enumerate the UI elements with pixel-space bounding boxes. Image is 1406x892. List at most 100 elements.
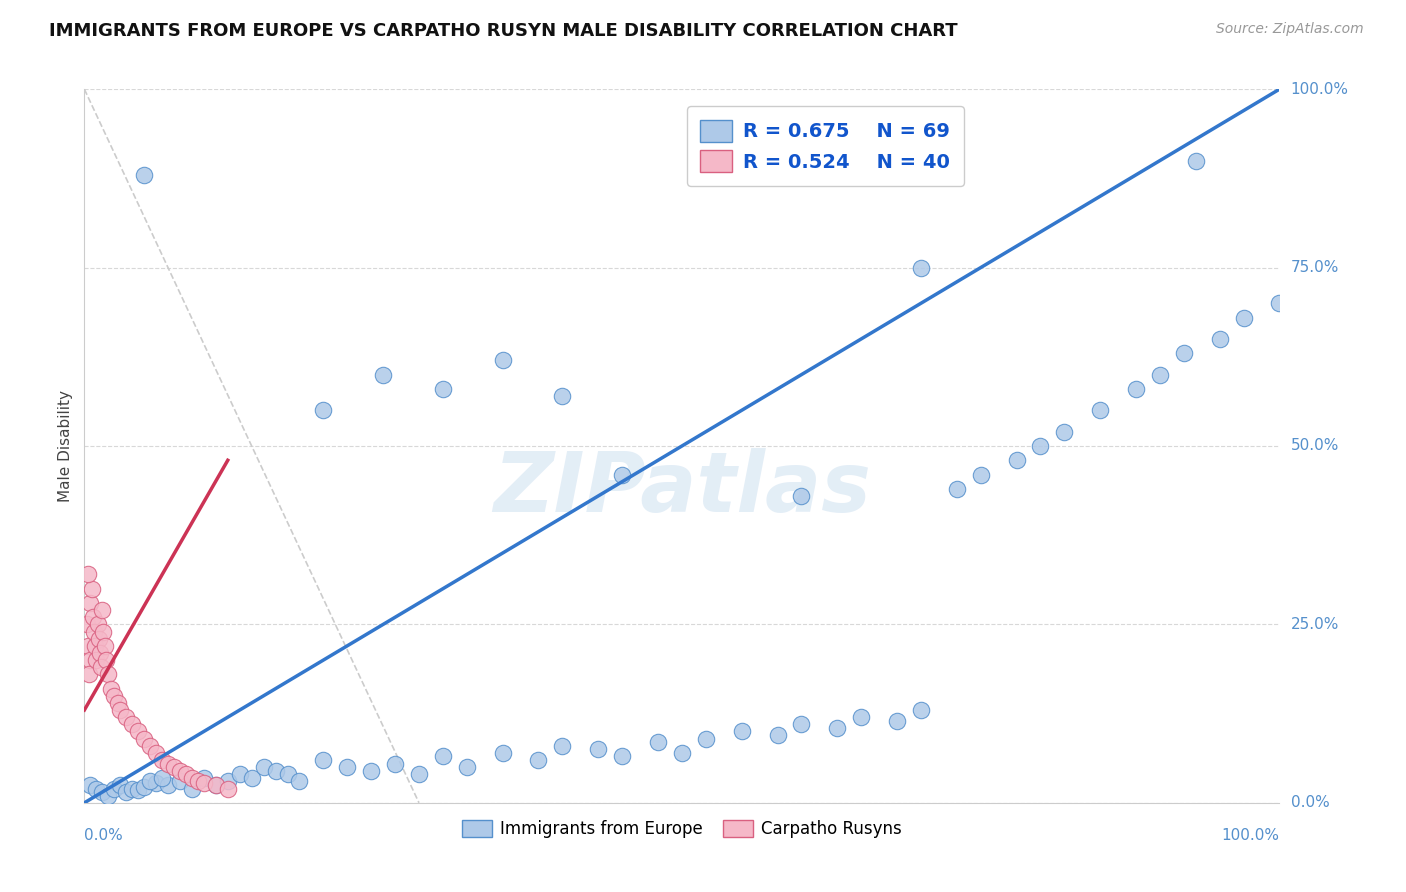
Point bbox=[360, 764, 382, 778]
Point bbox=[100, 681, 122, 696]
Point bbox=[1053, 425, 1076, 439]
Point bbox=[163, 760, 186, 774]
Point bbox=[79, 596, 101, 610]
Text: Source: ZipAtlas.com: Source: ZipAtlas.com bbox=[1216, 22, 1364, 37]
Point bbox=[132, 780, 156, 794]
Point bbox=[695, 731, 717, 746]
Point bbox=[551, 389, 574, 403]
Point bbox=[827, 721, 849, 735]
Point bbox=[205, 778, 228, 792]
Point bbox=[121, 781, 143, 796]
Point bbox=[174, 767, 197, 781]
Point bbox=[1149, 368, 1171, 382]
Point bbox=[90, 660, 112, 674]
Point bbox=[408, 767, 430, 781]
Point bbox=[588, 742, 610, 756]
Point bbox=[115, 785, 138, 799]
Point bbox=[94, 653, 117, 667]
Point bbox=[217, 781, 239, 796]
Point bbox=[86, 653, 108, 667]
Point bbox=[492, 353, 515, 368]
Point bbox=[110, 703, 132, 717]
Point bbox=[946, 482, 969, 496]
Point bbox=[103, 781, 125, 796]
Point bbox=[132, 168, 156, 182]
Point bbox=[456, 760, 478, 774]
Point bbox=[86, 617, 108, 632]
Text: 75.0%: 75.0% bbox=[1291, 260, 1339, 275]
Point bbox=[253, 760, 276, 774]
Point bbox=[145, 776, 167, 790]
Text: ZIPatlas: ZIPatlas bbox=[494, 449, 870, 529]
Point bbox=[432, 382, 454, 396]
Point bbox=[886, 714, 908, 728]
Point bbox=[1125, 382, 1147, 396]
Point bbox=[76, 617, 98, 632]
Point bbox=[87, 632, 110, 646]
Point bbox=[187, 774, 209, 789]
Point bbox=[312, 403, 335, 417]
Point bbox=[80, 582, 103, 596]
Point bbox=[121, 717, 143, 731]
Point bbox=[157, 756, 180, 771]
Text: 0.0%: 0.0% bbox=[84, 828, 124, 843]
Point bbox=[277, 767, 299, 781]
Point bbox=[731, 724, 754, 739]
Point bbox=[93, 639, 115, 653]
Point bbox=[1029, 439, 1052, 453]
Point bbox=[181, 771, 204, 785]
Point bbox=[169, 774, 191, 789]
Point bbox=[82, 610, 104, 624]
Point bbox=[910, 703, 932, 717]
Text: 50.0%: 50.0% bbox=[1291, 439, 1339, 453]
Legend: Immigrants from Europe, Carpatho Rusyns: Immigrants from Europe, Carpatho Rusyns bbox=[456, 813, 908, 845]
Point bbox=[1173, 346, 1195, 360]
Point bbox=[612, 467, 634, 482]
Point bbox=[1268, 296, 1291, 310]
Point bbox=[312, 753, 335, 767]
Point bbox=[77, 667, 100, 681]
Point bbox=[373, 368, 395, 382]
Point bbox=[288, 774, 311, 789]
Point bbox=[384, 756, 406, 771]
Point bbox=[240, 771, 263, 785]
Point bbox=[671, 746, 693, 760]
Point bbox=[127, 724, 149, 739]
Point bbox=[150, 753, 173, 767]
Point bbox=[970, 467, 993, 482]
Point bbox=[132, 731, 156, 746]
Text: IMMIGRANTS FROM EUROPE VS CARPATHO RUSYN MALE DISABILITY CORRELATION CHART: IMMIGRANTS FROM EUROPE VS CARPATHO RUSYN… bbox=[49, 22, 957, 40]
Point bbox=[264, 764, 287, 778]
Point bbox=[336, 760, 359, 774]
Point bbox=[139, 774, 162, 789]
Point bbox=[1209, 332, 1232, 346]
Text: 100.0%: 100.0% bbox=[1291, 82, 1348, 96]
Text: 25.0%: 25.0% bbox=[1291, 617, 1339, 632]
Point bbox=[139, 739, 162, 753]
Point bbox=[86, 781, 108, 796]
Point bbox=[1233, 310, 1256, 325]
Point bbox=[551, 739, 574, 753]
Point bbox=[205, 778, 228, 792]
Point bbox=[145, 746, 167, 760]
Point bbox=[115, 710, 138, 724]
Point bbox=[193, 771, 215, 785]
Point bbox=[97, 789, 120, 803]
Point bbox=[432, 749, 454, 764]
Point bbox=[127, 783, 149, 797]
Point bbox=[193, 776, 215, 790]
Point bbox=[647, 735, 669, 749]
Point bbox=[1185, 153, 1208, 168]
Point bbox=[91, 603, 114, 617]
Point bbox=[851, 710, 873, 724]
Point bbox=[1005, 453, 1028, 467]
Point bbox=[790, 489, 813, 503]
Point bbox=[79, 778, 101, 792]
Point bbox=[83, 624, 105, 639]
Point bbox=[79, 653, 101, 667]
Point bbox=[150, 771, 173, 785]
Point bbox=[103, 689, 125, 703]
Point bbox=[77, 639, 100, 653]
Point bbox=[229, 767, 252, 781]
Point bbox=[107, 696, 129, 710]
